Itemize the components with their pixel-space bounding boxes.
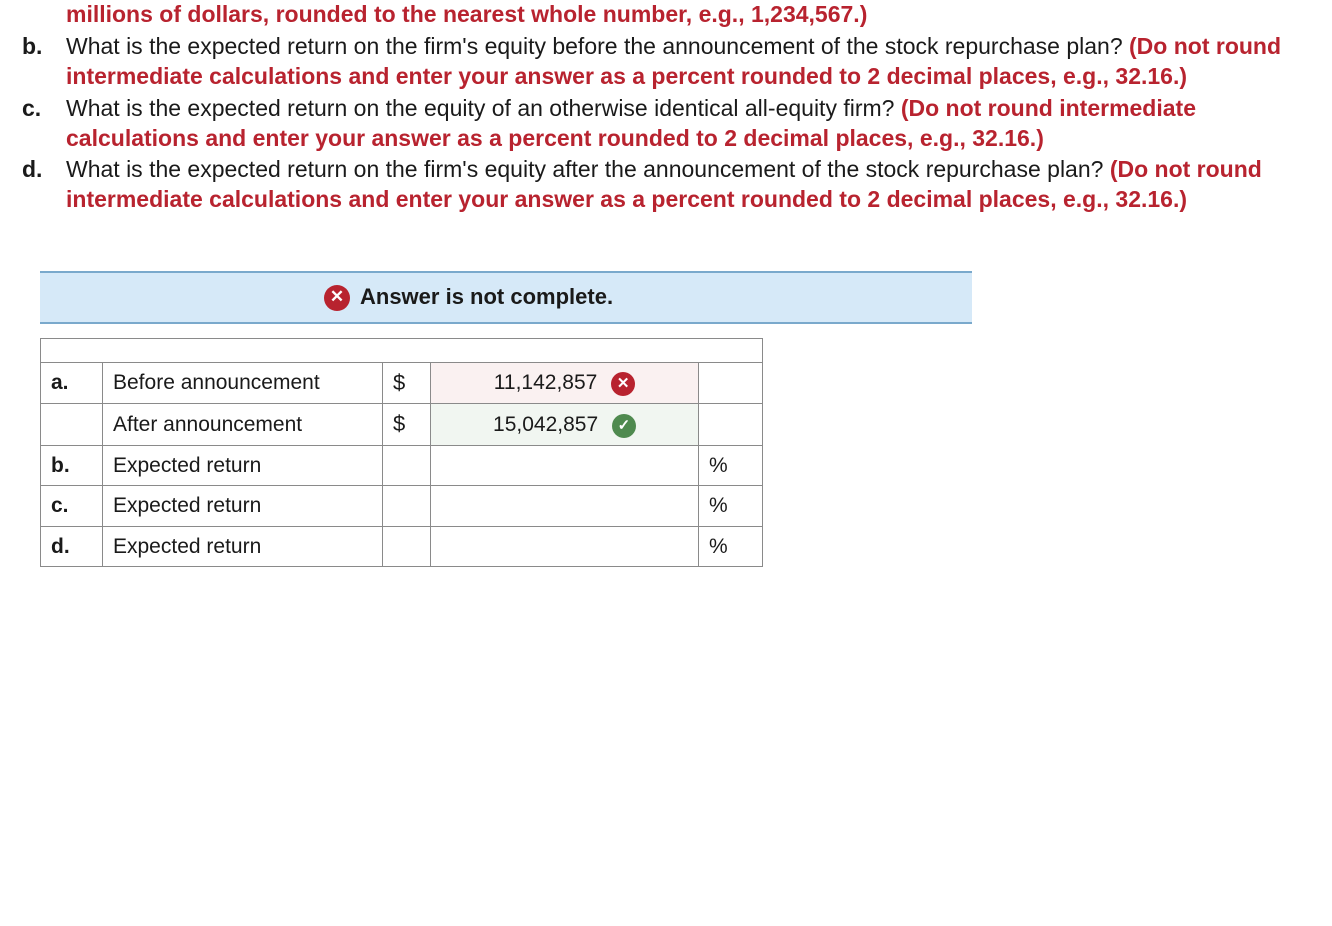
unit-cell	[699, 404, 763, 446]
check-icon: ✓	[612, 414, 636, 438]
currency-symbol	[383, 526, 431, 566]
row-letter: b.	[41, 446, 103, 486]
unit-cell: %	[699, 486, 763, 526]
currency-symbol	[383, 446, 431, 486]
question-letter: b.	[22, 32, 42, 62]
question-list: millions of dollars, rounded to the near…	[0, 0, 1332, 215]
unit-cell: %	[699, 526, 763, 566]
row-label: Expected return	[103, 486, 383, 526]
x-icon: ✕	[324, 285, 350, 311]
answer-cell[interactable]	[431, 446, 699, 486]
answer-table: a. Before announcement $ 11,142,857 ✕ Af…	[40, 338, 763, 567]
question-text: What is the expected return on the equit…	[66, 95, 901, 121]
currency-symbol	[383, 486, 431, 526]
currency-symbol: $	[383, 404, 431, 446]
question-b: b. What is the expected return on the fi…	[66, 32, 1312, 92]
table-row: c. Expected return %	[41, 486, 763, 526]
row-letter: a.	[41, 362, 103, 404]
row-label: After announcement	[103, 404, 383, 446]
answer-cell[interactable]: 11,142,857 ✕	[431, 362, 699, 404]
row-letter: c.	[41, 486, 103, 526]
question-text: What is the expected return on the firm'…	[66, 156, 1110, 182]
row-label: Before announcement	[103, 362, 383, 404]
question-a-tail: millions of dollars, rounded to the near…	[66, 0, 1312, 30]
answer-value: 15,042,857	[493, 413, 598, 436]
table-row: a. Before announcement $ 11,142,857 ✕	[41, 362, 763, 404]
status-bar: ✕ Answer is not complete.	[40, 271, 972, 324]
question-a-instruction-tail: millions of dollars, rounded to the near…	[66, 1, 867, 27]
answer-cell[interactable]: 15,042,857 ✓	[431, 404, 699, 446]
answer-cell[interactable]	[431, 526, 699, 566]
question-letter: d.	[22, 155, 42, 185]
row-label: Expected return	[103, 446, 383, 486]
unit-cell: %	[699, 446, 763, 486]
question-c: c. What is the expected return on the eq…	[66, 94, 1312, 154]
status-text: Answer is not complete.	[360, 283, 613, 312]
answer-cell[interactable]	[431, 486, 699, 526]
table-row: After announcement $ 15,042,857 ✓	[41, 404, 763, 446]
row-label: Expected return	[103, 526, 383, 566]
answer-value: 11,142,857	[494, 371, 598, 394]
unit-cell	[699, 362, 763, 404]
currency-symbol: $	[383, 362, 431, 404]
row-letter: d.	[41, 526, 103, 566]
row-letter	[41, 404, 103, 446]
question-d: d. What is the expected return on the fi…	[66, 155, 1312, 215]
table-row: b. Expected return %	[41, 446, 763, 486]
answer-area: ✕ Answer is not complete. a. Before anno…	[40, 271, 1332, 567]
table-spacer-row	[41, 338, 763, 362]
wrong-icon: ✕	[611, 372, 635, 396]
question-letter: c.	[22, 94, 41, 124]
question-text: What is the expected return on the firm'…	[66, 33, 1129, 59]
table-row: d. Expected return %	[41, 526, 763, 566]
